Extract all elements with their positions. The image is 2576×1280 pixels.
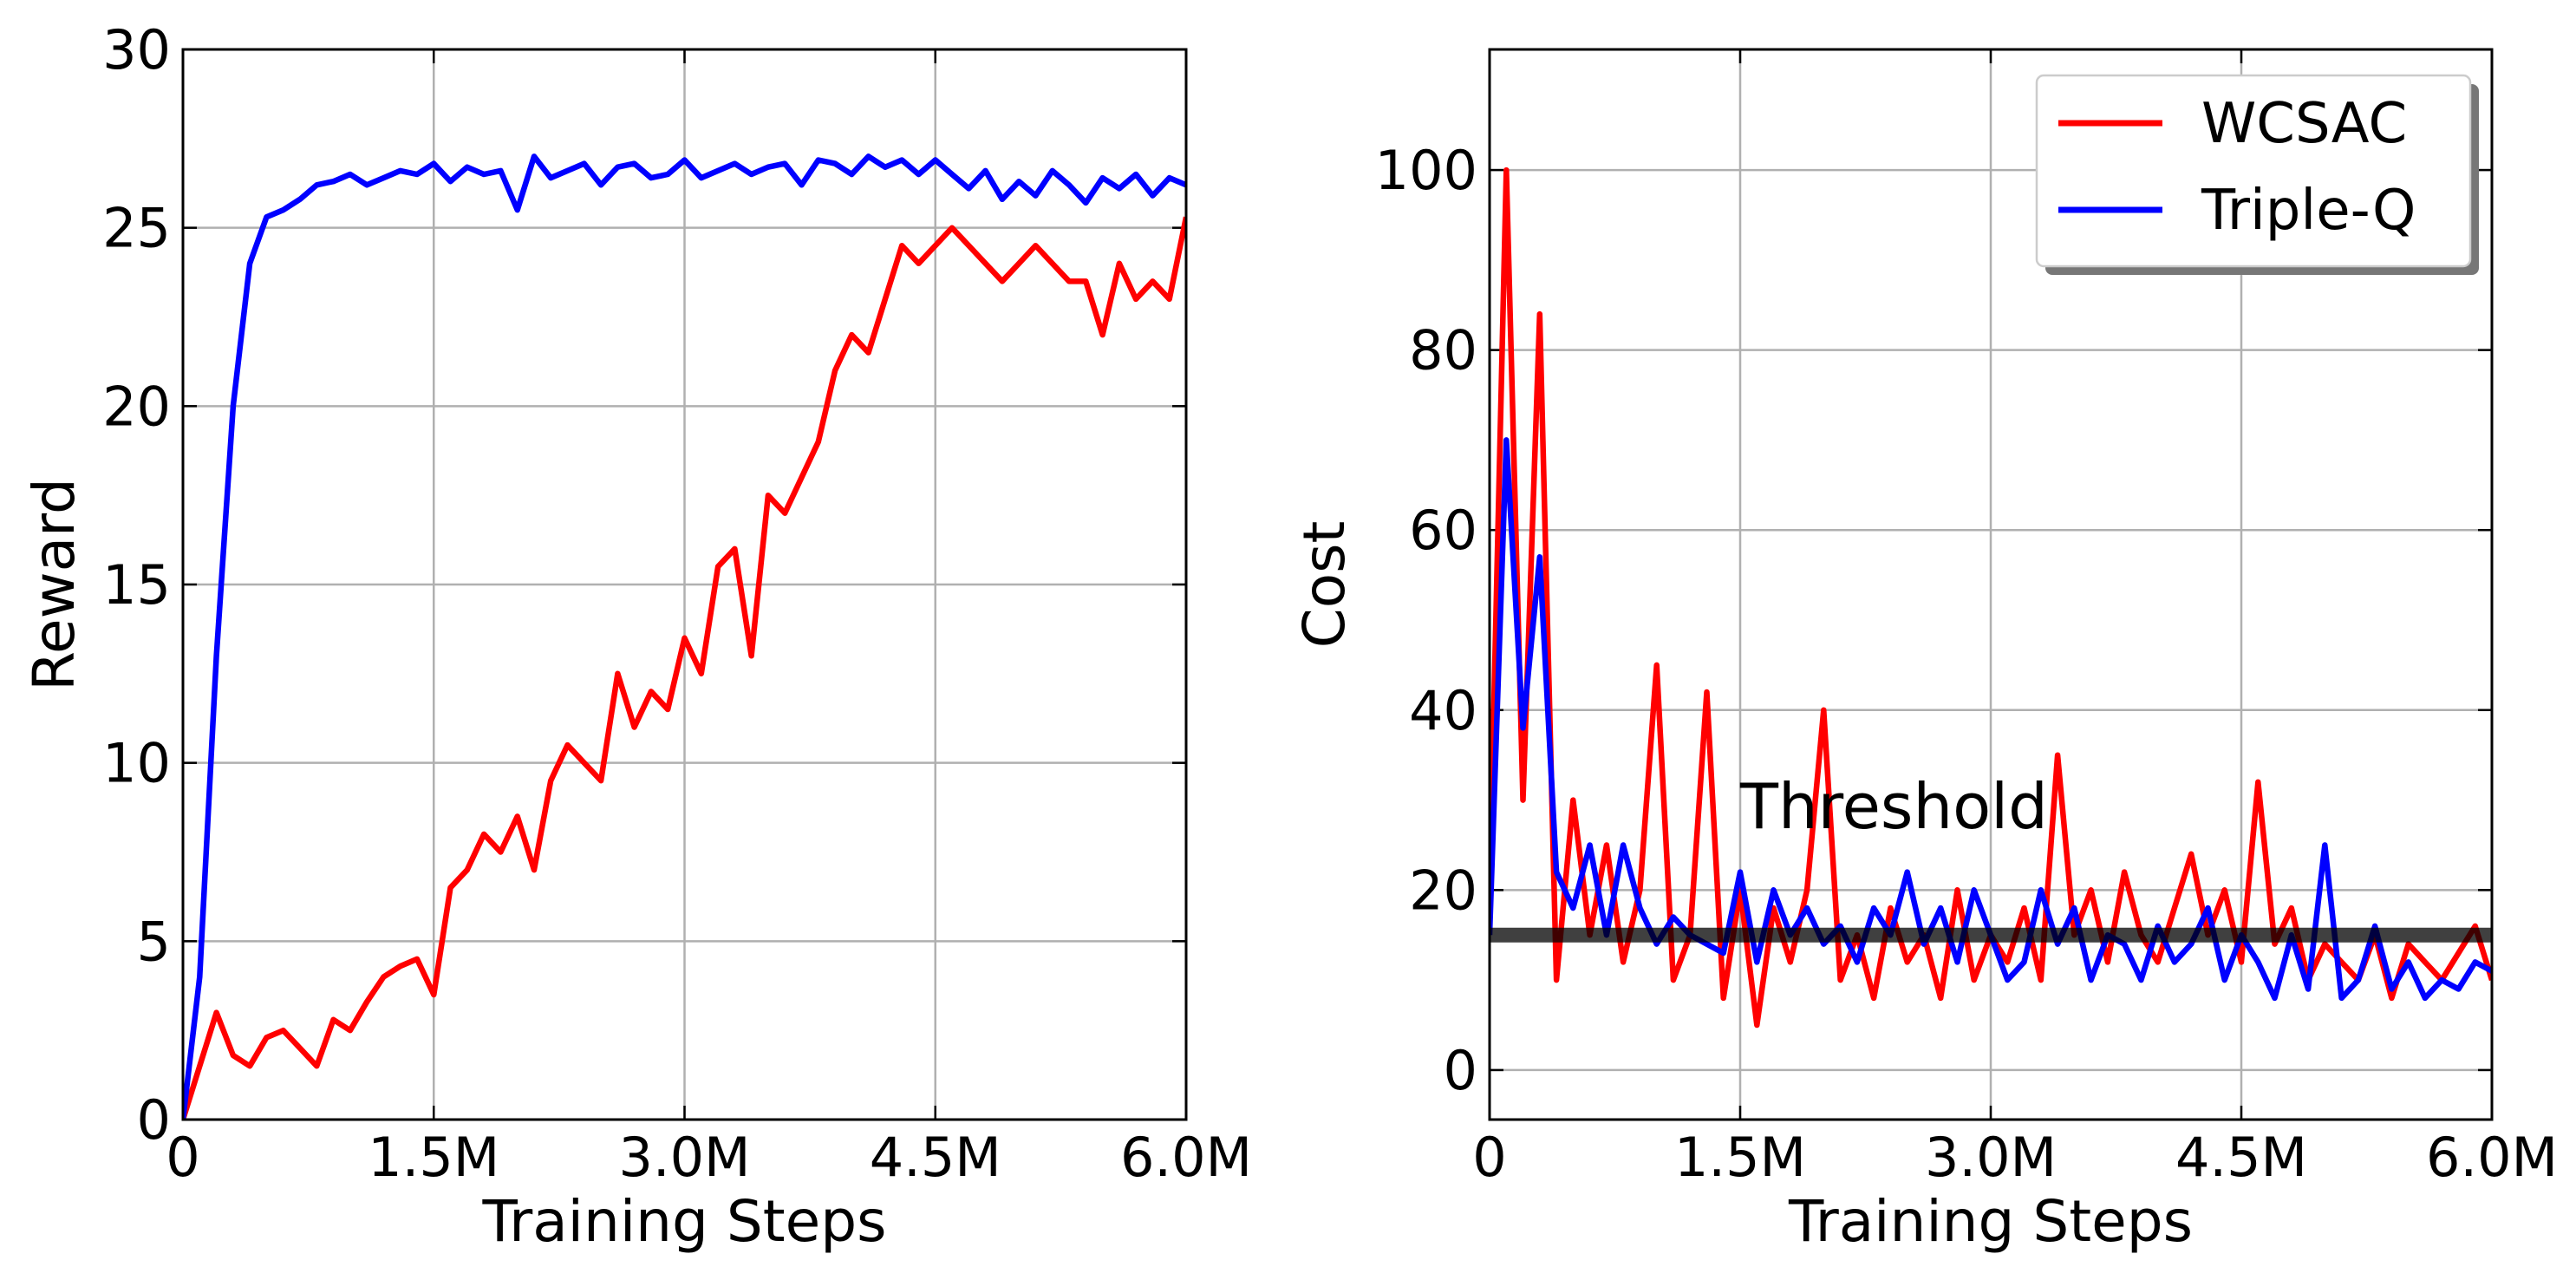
y-tick-label: 60 <box>1409 499 1477 562</box>
y-tick-label: 15 <box>102 553 171 617</box>
x-tick-label: 0 <box>166 1126 199 1189</box>
legend-label: Triple-Q <box>2201 179 2416 243</box>
x-tick-label: 1.5M <box>1674 1126 1806 1189</box>
y-tick-label: 0 <box>1444 1039 1477 1102</box>
y-tick-label: 20 <box>102 375 171 438</box>
y-tick-label: 100 <box>1375 139 1477 202</box>
x-tick-label: 4.5M <box>870 1126 1001 1189</box>
legend-label: WCSAC <box>2201 92 2407 156</box>
x-tick-label: 4.5M <box>2175 1126 2307 1189</box>
y-tick-label: 10 <box>102 732 171 795</box>
x-tick-label: 6.0M <box>2426 1126 2558 1189</box>
x-axis-label: Training Steps <box>1788 1188 2193 1255</box>
y-axis-label: Cost <box>1291 521 1358 649</box>
axes-frame <box>181 48 1188 1121</box>
y-tick-label: 20 <box>1409 859 1477 922</box>
y-tick-label: 40 <box>1409 679 1477 742</box>
series-line <box>183 153 1186 1120</box>
x-tick-label: 0 <box>1472 1126 1506 1189</box>
y-tick-label: 30 <box>102 18 171 82</box>
x-axis-label: Training Steps <box>481 1188 886 1255</box>
y-tick-label: 80 <box>1409 319 1477 382</box>
series-line <box>183 216 1186 1120</box>
y-tick-label: 25 <box>102 197 171 260</box>
threshold-label: Threshold <box>1739 770 2048 843</box>
axes-frame <box>1488 48 2494 1121</box>
x-tick-label: 1.5M <box>368 1126 499 1189</box>
y-tick-label: 0 <box>137 1088 171 1152</box>
y-tick-label: 5 <box>137 910 171 973</box>
x-tick-label: 3.0M <box>1925 1126 2057 1189</box>
x-tick-label: 3.0M <box>618 1126 750 1189</box>
y-axis-label: Reward <box>21 478 88 691</box>
x-tick-label: 6.0M <box>1120 1126 1252 1189</box>
